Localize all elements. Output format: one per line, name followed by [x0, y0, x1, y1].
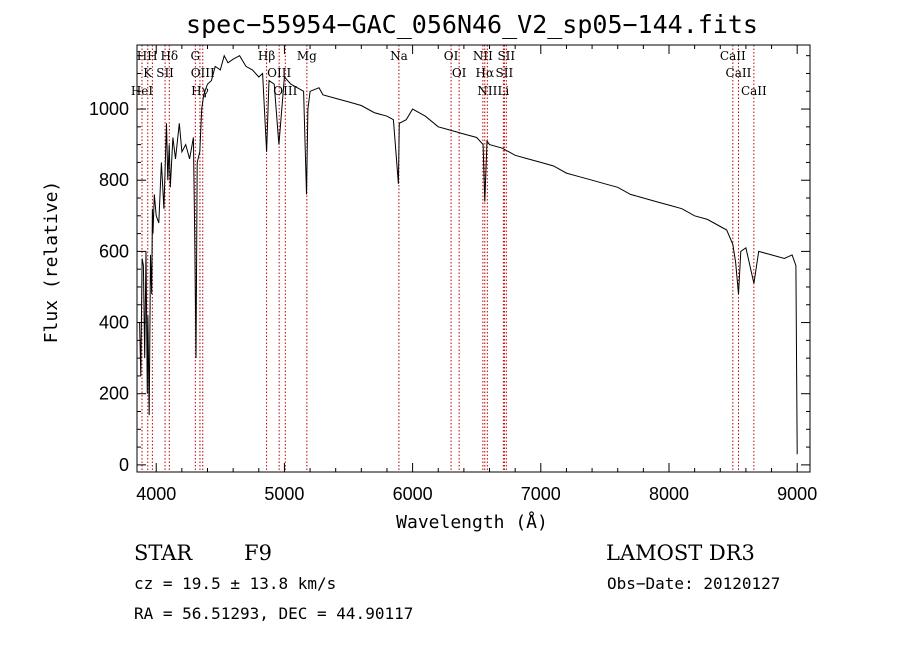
spectral-line-label: H	[137, 49, 147, 63]
x-tick-label: 5000	[264, 484, 304, 504]
spectral-line-label: OIII	[267, 66, 291, 80]
observation-date: Obs−Date: 20120127	[607, 574, 780, 593]
spectrum-series	[139, 54, 798, 455]
survey-name: LAMOST DR3	[606, 541, 755, 565]
plot-frame	[136, 44, 811, 473]
x-tick-label: 9000	[777, 484, 817, 504]
spectral-line-label: OI	[452, 66, 467, 80]
spectral-line-label: Li	[497, 84, 509, 98]
spectral-line-label: Na	[390, 49, 408, 63]
y-tick-label: 200	[99, 384, 129, 404]
spectral-line-label: CaII	[741, 84, 767, 98]
spectral-line-label: Hγ	[191, 84, 209, 98]
x-tick-label: 4000	[136, 484, 176, 504]
y-tick-label: 1000	[89, 99, 129, 119]
y-tick-label: 400	[99, 313, 129, 333]
ra-dec-coordinates: RA = 56.51293, DEC = 44.90117	[134, 604, 413, 623]
spectral-line-label: SII	[496, 66, 514, 80]
y-tick-label: 0	[119, 455, 129, 475]
y-axis-ticks: 0 200 400 600 800 1000	[89, 55, 810, 475]
y-axis-label: Flux (relative)	[41, 181, 62, 344]
spectral-line-label: NII	[477, 84, 497, 98]
spectral-line-label: H	[147, 49, 157, 63]
spectral-line-label: OIII	[191, 66, 215, 80]
spectral-line-label: Mg	[297, 49, 317, 63]
spectral-line-label: Hβ	[258, 49, 275, 63]
spectral-line-label: OIII	[273, 84, 297, 98]
x-axis-ticks: 4000 5000 6000 7000 8000 9000	[136, 45, 817, 504]
spectral-line-label: G	[191, 49, 201, 63]
spectral-line-label: OI	[444, 49, 459, 63]
x-tick-label: 6000	[393, 484, 433, 504]
y-tick-label: 800	[99, 170, 129, 190]
spectral-line-label: NII	[473, 49, 493, 63]
object-class: STAR	[134, 541, 193, 565]
spectrum-line	[139, 54, 798, 455]
x-tick-label: 7000	[521, 484, 561, 504]
spectral-line-label: Hδ	[160, 49, 178, 63]
spectral-line-label: CaII	[720, 49, 746, 63]
spectral-line-markers	[141, 45, 755, 472]
spectral-line-label: HeI	[131, 84, 154, 98]
x-axis-label: Wavelength (Å)	[396, 511, 548, 533]
spectral-line-label: SII	[497, 49, 515, 63]
spectral-line-label: CaII	[726, 66, 752, 80]
object-subclass: F9	[244, 541, 272, 565]
spectral-line-label: K	[143, 66, 153, 80]
y-tick-label: 600	[99, 241, 129, 261]
redshift-cz: cz = 19.5 ± 13.8 km/s	[134, 574, 336, 593]
spectral-line-label: SII	[156, 66, 174, 80]
x-tick-label: 8000	[649, 484, 689, 504]
chart-title: spec−55954−GAC_056N46_V2_sp05−144.fits	[186, 10, 758, 39]
spectral-line-label: Hα	[475, 66, 494, 80]
